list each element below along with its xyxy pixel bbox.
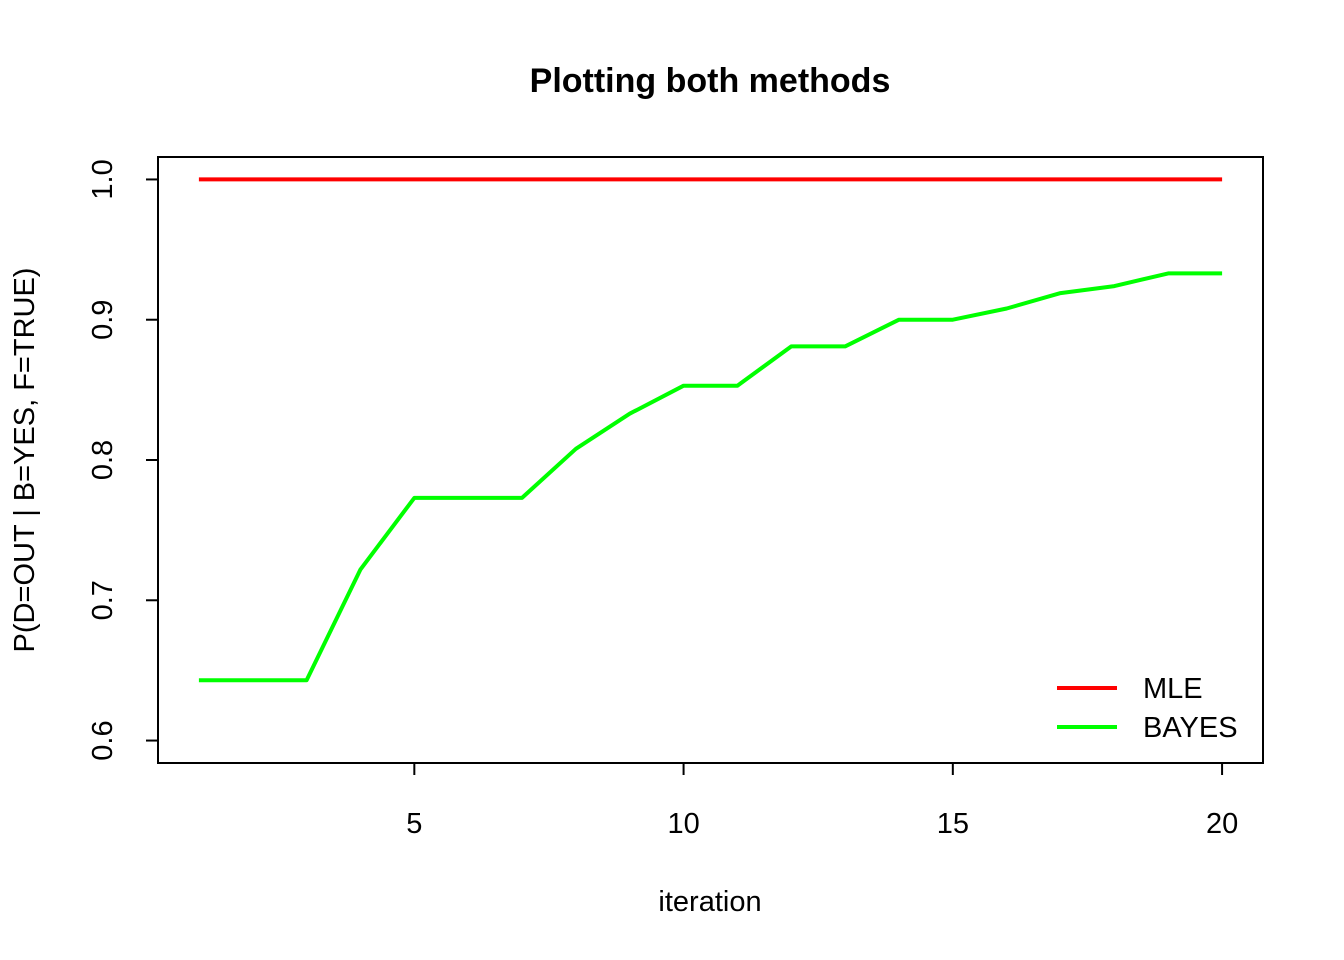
legend-label: MLE bbox=[1143, 673, 1203, 705]
legend-label: BAYES bbox=[1143, 712, 1238, 744]
plot-frame bbox=[157, 156, 1264, 764]
y-tick-label: 0.6 bbox=[87, 720, 119, 760]
y-tick-label: 0.8 bbox=[87, 440, 119, 480]
y-axis: 0.6 0.7 0.8 0.9 1.0 bbox=[87, 159, 159, 761]
chart-title: Plotting both methods bbox=[530, 62, 891, 100]
legend-item-bayes: BAYES bbox=[1057, 712, 1238, 744]
y-tick-label: 0.7 bbox=[87, 580, 119, 620]
series-layer bbox=[198, 177, 1223, 683]
x-axis-label: iteration bbox=[658, 886, 761, 918]
legend-item-mle: MLE bbox=[1057, 673, 1203, 705]
series-line-bayes bbox=[198, 271, 1223, 683]
x-tick-label: 10 bbox=[667, 808, 699, 840]
y-tick-label: 1.0 bbox=[87, 159, 119, 199]
x-tick-label: 5 bbox=[406, 808, 422, 840]
y-tick-label: 0.9 bbox=[87, 300, 119, 340]
y-axis-label: P(D=OUT | B=YES, F=TRUE) bbox=[9, 268, 41, 653]
x-tick-label: 20 bbox=[1206, 808, 1238, 840]
x-axis: 5 10 15 20 bbox=[406, 762, 1238, 840]
x-tick-label: 15 bbox=[937, 808, 969, 840]
legend: MLE BAYES bbox=[1057, 673, 1238, 744]
